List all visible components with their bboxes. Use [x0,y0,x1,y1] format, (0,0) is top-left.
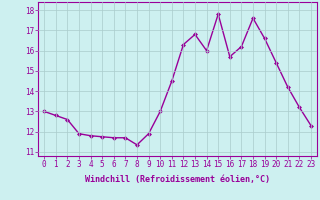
X-axis label: Windchill (Refroidissement éolien,°C): Windchill (Refroidissement éolien,°C) [85,175,270,184]
